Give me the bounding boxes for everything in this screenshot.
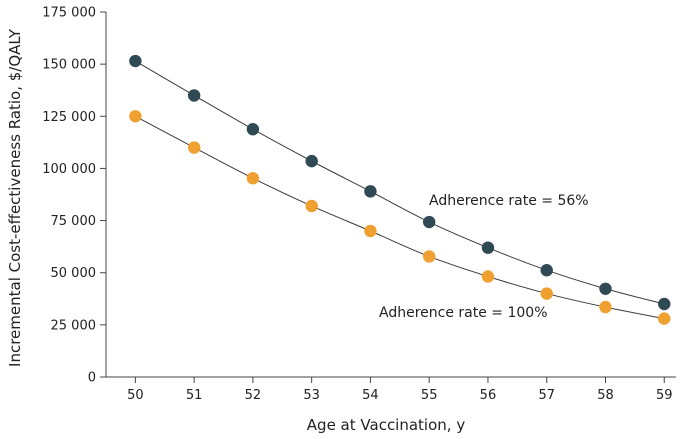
data-point-adherence-100 <box>187 141 201 154</box>
data-point-adherence-56 <box>481 241 495 254</box>
data-point-adherence-100 <box>129 110 142 123</box>
data-point-adherence-100 <box>364 224 377 238</box>
data-point-adherence-100 <box>658 312 671 325</box>
x-axis-title: Age at Vaccination, y <box>307 416 466 434</box>
y-tick-label: 150 000 <box>42 58 96 73</box>
data-point-adherence-56 <box>540 264 553 277</box>
x-tick-label: 54 <box>362 388 379 403</box>
series-lines <box>135 60 665 320</box>
y-tick-label: 75 000 <box>51 214 97 229</box>
y-tick-label: 50 000 <box>51 266 97 281</box>
data-point-adherence-100 <box>246 172 260 185</box>
x-tick-label: 56 <box>480 388 497 403</box>
x-tick-label: 58 <box>597 388 614 403</box>
y-ticks: 0 25 000 50 000 75 000 100 000 125 000 150 000… <box>42 6 106 386</box>
x-tick-label: 53 <box>303 388 320 403</box>
x-tick-label: 57 <box>538 388 555 403</box>
x-tick-label: 55 <box>421 388 438 403</box>
data-point-adherence-56 <box>305 154 318 168</box>
data-point-adherence-56 <box>187 89 201 102</box>
data-point-adherence-100 <box>305 199 318 213</box>
y-tick-label: 25 000 <box>51 318 97 333</box>
data-point-adherence-100 <box>422 250 436 263</box>
data-point-adherence-100 <box>481 270 495 283</box>
series-points <box>129 54 671 325</box>
x-tick-label: 59 <box>656 388 673 403</box>
x-tick-label: 50 <box>127 388 144 403</box>
x-ticks: 50 51 52 53 54 55 56 57 58 59 <box>127 377 673 403</box>
y-tick-label: 100 000 <box>42 162 96 177</box>
y-tick-label: 175 000 <box>42 6 96 21</box>
y-axis-title: Incremental Cost-effectiveness Ratio, $/… <box>6 28 24 367</box>
data-point-adherence-100 <box>599 300 612 314</box>
data-point-adherence-100 <box>540 287 553 300</box>
axes <box>105 12 676 378</box>
data-point-adherence-56 <box>658 297 671 311</box>
series-line-adherence-100 <box>135 115 665 320</box>
y-tick-label: 0 <box>88 371 96 386</box>
y-tick-label: 125 000 <box>42 110 96 125</box>
data-point-adherence-56 <box>246 123 260 136</box>
series-line-adherence-56 <box>135 60 665 305</box>
x-tick-label: 51 <box>186 388 203 403</box>
data-point-adherence-56 <box>364 185 377 198</box>
x-tick-label: 52 <box>245 388 262 403</box>
data-point-adherence-56 <box>422 215 436 229</box>
annotation-adherence-100: Adherence rate = 100% <box>379 305 548 321</box>
annotation-adherence-56: Adherence rate = 56% <box>429 193 589 209</box>
data-point-adherence-56 <box>599 282 612 295</box>
data-point-adherence-56 <box>129 54 142 68</box>
